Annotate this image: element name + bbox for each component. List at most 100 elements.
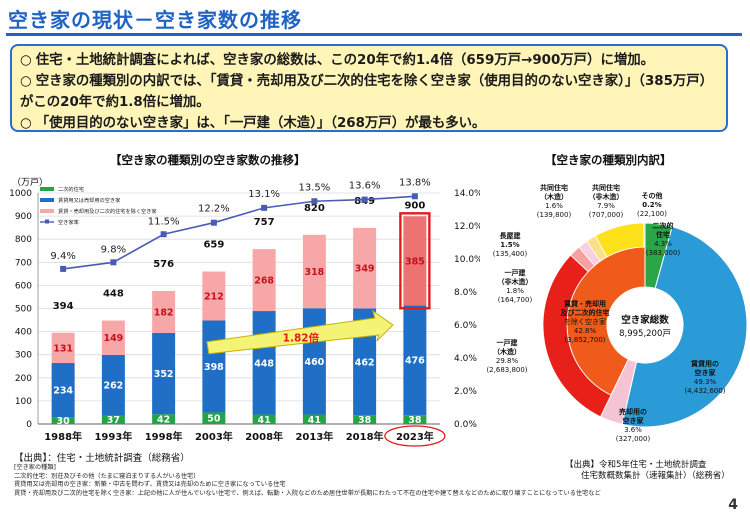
slice-label-unused: を除く空き家 <box>564 317 606 326</box>
bar-value-label: 448 <box>254 358 274 369</box>
bar-value-label: 349 <box>355 264 375 275</box>
ring-label-detached-nonwood: 一戸建 <box>505 268 527 277</box>
note-line: 賃貸・売却用及び二次的住宅を除く空き家：上記の他に人が住んでいない住宅で、例えば… <box>14 489 601 497</box>
ring-label-detached-wood: 一戸建 <box>497 338 519 347</box>
y2-tick-label: 4.0% <box>454 354 477 364</box>
left-chart-title: 【空き家の種類別の空き家数の推移】 <box>110 153 306 167</box>
bar-value-label: 182 <box>154 307 174 318</box>
bar-value-label: 38 <box>358 415 372 426</box>
y-tick-label: 200 <box>15 374 32 384</box>
x-tick-label: 1988年 <box>44 430 82 443</box>
summary-text-1: 住宅・土地統計調査によれば、空き家の総数は、この20年で約1.4倍（659万戸→… <box>35 53 655 68</box>
bar-segment <box>202 412 226 424</box>
growth-arrow <box>206 309 394 355</box>
donut-center-value: 8,995,200戸 <box>619 329 671 339</box>
legend-swatch <box>40 187 54 191</box>
rate-label: 13.6% <box>349 181 381 192</box>
bar-segment <box>353 227 377 309</box>
title-divider <box>6 33 742 36</box>
growth-annotation: 1.82倍 <box>283 331 320 344</box>
ring-label-detached-wood: (2,683,800) <box>486 366 527 374</box>
total-label: 576 <box>153 259 174 270</box>
ring-label-apt-nonwood: （非木造） <box>589 192 624 201</box>
slice-label-sale: (327,000) <box>616 435 651 443</box>
right-source: 【出典】令和5年住宅・土地統計調査 住宅数概数集計（速報集計）（総務省） <box>565 460 730 482</box>
y-tick-label: 100 <box>15 397 32 407</box>
rate-label: 12.2% <box>198 204 230 215</box>
rate-marker <box>60 265 67 272</box>
ring-label-detached-nonwood: （非木造） <box>498 277 533 286</box>
total-label: 659 <box>203 240 224 251</box>
slice-label-unused: 賃貸・売却用 <box>563 299 606 308</box>
y-tick-label: 600 <box>15 281 32 291</box>
bar-segment <box>101 320 125 355</box>
bar-value-label: 385 <box>405 256 425 267</box>
page-number: 4 <box>728 497 738 513</box>
bar-segment <box>403 415 427 424</box>
legend-swatch <box>40 198 54 202</box>
legend-label: 賃貸・売却用及び二次的住宅を除く空き家 <box>58 207 157 215</box>
rate-label: 13.8% <box>399 177 431 188</box>
slice-label-unused: 42.8% <box>574 327 597 335</box>
y2-tick-label: 8.0% <box>454 288 477 298</box>
ring-label-apt-wood: (139,800) <box>537 211 572 219</box>
total-label: 394 <box>53 301 74 312</box>
bar-value-label: 318 <box>304 267 324 278</box>
note-line: 賃貸用又は売却用の空き家：新築・中古を問わず、賃貸又は売却のために空き家になって… <box>14 481 286 489</box>
bar-segment <box>152 414 176 424</box>
summary-box: ○ 住宅・土地統計調査によれば、空き家の総数は、この20年で約1.4倍（659万戸… <box>10 44 728 132</box>
rate-label: 13.1% <box>248 189 280 200</box>
y2-tick-label: 12.0% <box>454 222 480 232</box>
bar-segment <box>353 415 377 424</box>
slice-label-rental: 空き家 <box>695 368 717 377</box>
rate-marker <box>261 204 268 211</box>
bar-value-label: 476 <box>405 356 425 367</box>
legend-label: 二次的住宅 <box>58 185 84 193</box>
highlight-box <box>399 212 431 310</box>
highlight-ellipse <box>384 425 446 447</box>
rate-label: 9.4% <box>50 251 75 262</box>
y-tick-label: 800 <box>15 235 32 245</box>
y-tick-label: 1000 <box>9 189 32 199</box>
summary-bullet-1: ○ 住宅・土地統計調査によれば、空き家の総数は、この20年で約1.4倍（659万戸… <box>20 50 718 71</box>
stacked-bar-chart: （万戸） 0 100 200 300 400 500 600 700 800 900 1000 0.0%… <box>9 177 480 447</box>
rate-marker <box>160 231 167 238</box>
left-source: 【出典】：住宅・土地統計調査（総務省） <box>14 453 190 464</box>
bar-value-label: 38 <box>408 415 422 426</box>
bar-segment <box>202 271 226 321</box>
ring-label-detached-wood: （木造） <box>493 347 521 356</box>
total-label: 900 <box>404 200 425 211</box>
slice-label-sale: 売却用の <box>619 407 647 416</box>
bar-value-label: 37 <box>107 415 120 426</box>
y-tick-label: 700 <box>15 258 32 268</box>
legend-line-marker <box>45 219 49 224</box>
ring-label-other: (22,100) <box>637 210 667 218</box>
bullet-mark: ○ <box>20 53 32 68</box>
rate-line <box>63 195 415 270</box>
summary-text-3: 「使用目的のない空き家」は、「一戸建（木造）」（268万戸）が最も多い。 <box>35 116 486 131</box>
bar-value-label: 41 <box>308 415 321 426</box>
summary-bullet-2: ○ 空き家の種類別の内訳では、「賃貸・売却用及び二次的住宅を除く空き家（使用目的の… <box>20 71 718 113</box>
x-tick-label: 2023年 <box>396 430 434 443</box>
summary-bullet-3: ○ 「使用目的のない空き家」は、「一戸建（木造）」（268万戸）が最も多い。 <box>20 113 718 134</box>
legend-swatch <box>40 209 54 213</box>
y2-tick-label: 14.0% <box>454 189 480 199</box>
bar-value-label: 50 <box>207 414 221 425</box>
right-source-line-2: 住宅数概数集計（速報集計）（総務省） <box>581 471 730 481</box>
bar-segment <box>403 305 427 416</box>
rate-marker <box>411 193 418 200</box>
ring-label-detached-nonwood: 1.8% <box>506 287 524 295</box>
bar-value-label: 268 <box>254 276 274 287</box>
slice-label-sale: 空き家 <box>623 416 645 425</box>
rate-label: 9.8% <box>101 244 126 255</box>
y2-tick-label: 0.0% <box>454 420 477 430</box>
ring-label-row-house: 長屋建 <box>500 231 522 240</box>
x-tick-label: 2008年 <box>245 430 283 443</box>
total-label: 820 <box>304 203 325 214</box>
bar-value-label: 149 <box>103 333 123 344</box>
y-tick-label: 300 <box>15 351 32 361</box>
definitions-notes: [空き家の種類] 二次的住宅：別荘及びその他（たまに寝泊まりする人がいる住宅） … <box>14 464 664 498</box>
bar-value-label: 212 <box>204 292 224 303</box>
right-source-line-1: 【出典】令和5年住宅・土地統計調査 <box>565 460 707 470</box>
bar-segment <box>152 290 176 333</box>
